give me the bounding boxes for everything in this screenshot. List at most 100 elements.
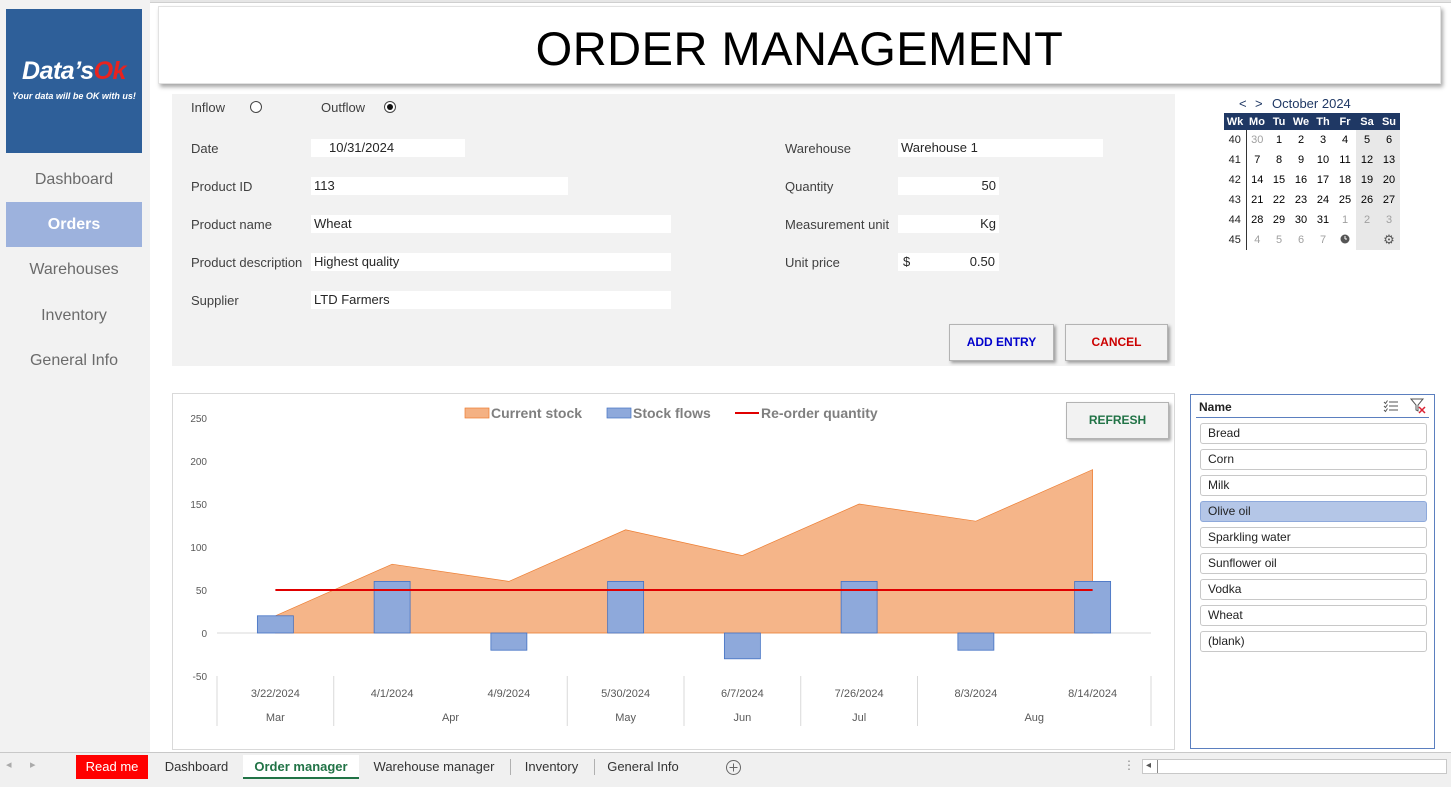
calendar-day[interactable]: 28 xyxy=(1251,214,1264,226)
legend-label: Current stock xyxy=(491,405,582,421)
tab-general-info[interactable]: General Info xyxy=(607,759,679,774)
scroll-left-arrow-icon[interactable]: ◂ xyxy=(1146,760,1152,771)
sidebar-item-warehouses[interactable]: Warehouses xyxy=(29,261,119,278)
tab-warehouse-manager[interactable]: Warehouse manager xyxy=(373,759,495,774)
more-options-icon[interactable]: ⋮ xyxy=(1123,758,1135,772)
calendar-day[interactable]: 29 xyxy=(1272,214,1286,226)
outflow-radio[interactable] xyxy=(384,101,396,113)
calendar-day[interactable]: 4 xyxy=(1254,234,1261,246)
legend-swatch xyxy=(606,407,632,419)
stock-flow-bar xyxy=(723,632,761,660)
quantity-field[interactable]: 50 xyxy=(898,177,999,195)
inflow-radio[interactable] xyxy=(250,101,262,113)
calendar-day[interactable]: 24 xyxy=(1316,194,1330,206)
clear-filter-icon[interactable] xyxy=(1410,398,1426,414)
sidebar-item-inventory[interactable]: Inventory xyxy=(41,307,107,324)
tab-dashboard[interactable]: Dashboard xyxy=(164,759,229,774)
sidebar-item-general-info[interactable]: General Info xyxy=(29,352,119,369)
tab-inventory[interactable]: Inventory xyxy=(524,759,579,774)
calendar-day-header: Mo xyxy=(1246,113,1268,130)
calendar-day[interactable]: 30 xyxy=(1251,134,1264,146)
slicer-item[interactable]: Wheat xyxy=(1200,605,1427,626)
calendar-day[interactable]: 23 xyxy=(1294,194,1308,206)
slicer-item[interactable]: Olive oil xyxy=(1200,501,1427,522)
calendar-day[interactable]: 7 xyxy=(1319,234,1327,246)
calendar-day[interactable]: 31 xyxy=(1316,214,1330,226)
calendar-day[interactable]: 3 xyxy=(1319,134,1327,146)
measurement-unit-field[interactable]: Kg xyxy=(898,215,999,233)
calendar-day[interactable]: 25 xyxy=(1338,194,1352,206)
clock-icon[interactable] xyxy=(1340,234,1350,244)
supplier-field[interactable]: LTD Farmers xyxy=(311,291,671,309)
calendar-day[interactable]: 4 xyxy=(1341,134,1349,146)
cancel-button[interactable]: CANCEL xyxy=(1065,324,1168,361)
gear-icon[interactable]: ⚙ xyxy=(1383,232,1395,247)
current-stock-area xyxy=(275,469,1093,634)
calendar-day[interactable]: 11 xyxy=(1339,154,1351,166)
calendar-day[interactable]: 27 xyxy=(1378,190,1400,210)
product-name-field[interactable]: Wheat xyxy=(311,215,671,233)
calendar-day[interactable]: 2 xyxy=(1297,134,1305,146)
calendar-prev-button[interactable]: < xyxy=(1239,96,1247,111)
sidebar-item-orders[interactable]: Orders xyxy=(6,202,142,247)
tab-separator xyxy=(510,759,511,775)
scroll-left-icon[interactable]: ◂ xyxy=(6,759,12,771)
slicer-item[interactable]: Vodka xyxy=(1200,579,1427,600)
product-id-field[interactable]: 113 xyxy=(311,177,568,195)
calendar-day[interactable]: 16 xyxy=(1294,174,1308,186)
calendar-day[interactable]: 20 xyxy=(1378,170,1400,190)
y-tick-label: -50 xyxy=(193,672,208,683)
calendar-day[interactable]: 14 xyxy=(1251,174,1264,186)
horizontal-scrollbar[interactable]: ◂ xyxy=(1142,759,1447,774)
add-sheet-icon[interactable] xyxy=(725,759,742,776)
calendar-day[interactable]: 13 xyxy=(1378,150,1400,170)
slicer-item[interactable]: Sunflower oil xyxy=(1200,553,1427,574)
sheet-tab-bar: ◂ ▸ Read me Dashboard Order manager Ware… xyxy=(0,752,1451,787)
calendar-day[interactable]: 12 xyxy=(1356,150,1378,170)
unit-price-field[interactable]: $ 0.50 xyxy=(898,253,999,271)
order-entry-form: Inflow Outflow Date 10/31/2024 Product I… xyxy=(172,94,1175,366)
calendar-day[interactable]: 2 xyxy=(1356,210,1378,230)
calendar-day[interactable]: 17 xyxy=(1316,174,1330,186)
calendar-day[interactable]: 6 xyxy=(1378,130,1400,150)
calendar-day[interactable]: 7 xyxy=(1254,154,1261,166)
product-description-field[interactable]: Highest quality xyxy=(311,253,671,271)
slicer-item[interactable]: Sparkling water xyxy=(1200,527,1427,548)
slicer-item[interactable]: (blank) xyxy=(1200,631,1427,652)
date-field[interactable]: 10/31/2024 xyxy=(311,139,465,157)
quantity-label: Quantity xyxy=(785,179,834,194)
calendar-day[interactable]: 6 xyxy=(1297,234,1305,246)
calendar-day[interactable]: 5 xyxy=(1275,234,1283,246)
slicer-item[interactable]: Corn xyxy=(1200,449,1427,470)
warehouse-field[interactable]: Warehouse 1 xyxy=(898,139,1103,157)
multi-select-icon[interactable] xyxy=(1383,399,1399,413)
calendar-day[interactable]: 26 xyxy=(1356,190,1378,210)
add-entry-button[interactable]: ADD ENTRY xyxy=(949,324,1054,361)
refresh-button[interactable]: REFRESH xyxy=(1066,402,1169,439)
slicer-item[interactable]: Bread xyxy=(1200,423,1427,444)
calendar-day[interactable]: 15 xyxy=(1272,174,1286,186)
calendar-day[interactable]: 18 xyxy=(1338,174,1352,186)
tab-order-manager[interactable]: Order manager xyxy=(243,755,359,779)
sidebar-item-dashboard[interactable]: Dashboard xyxy=(34,171,114,188)
scroll-right-icon[interactable]: ▸ xyxy=(30,759,36,771)
calendar-day[interactable]: 30 xyxy=(1294,214,1308,226)
tab-separator xyxy=(594,759,595,775)
calendar-day[interactable]: 21 xyxy=(1251,194,1264,206)
calendar-day[interactable]: 9 xyxy=(1297,154,1305,166)
calendar-day[interactable]: 3 xyxy=(1378,210,1400,230)
calendar-day[interactable]: 8 xyxy=(1275,154,1283,166)
calendar-next-button[interactable]: > xyxy=(1255,96,1263,111)
stock-flow-bar xyxy=(256,615,294,634)
calendar-day[interactable]: 22 xyxy=(1272,194,1286,206)
calendar-day[interactable]: 1 xyxy=(1275,134,1283,146)
stock-flow-bar xyxy=(957,632,995,651)
page-title: ORDER MANAGEMENT xyxy=(535,22,1064,75)
calendar-day[interactable]: 10 xyxy=(1316,154,1330,166)
calendar-day[interactable]: 5 xyxy=(1356,130,1378,150)
calendar-day[interactable]: 1 xyxy=(1341,214,1349,226)
calendar-day-header: Fr xyxy=(1334,113,1356,130)
calendar-day[interactable]: 19 xyxy=(1356,170,1378,190)
slicer-item[interactable]: Milk xyxy=(1200,475,1427,496)
tab-read-me[interactable]: Read me xyxy=(76,755,148,779)
